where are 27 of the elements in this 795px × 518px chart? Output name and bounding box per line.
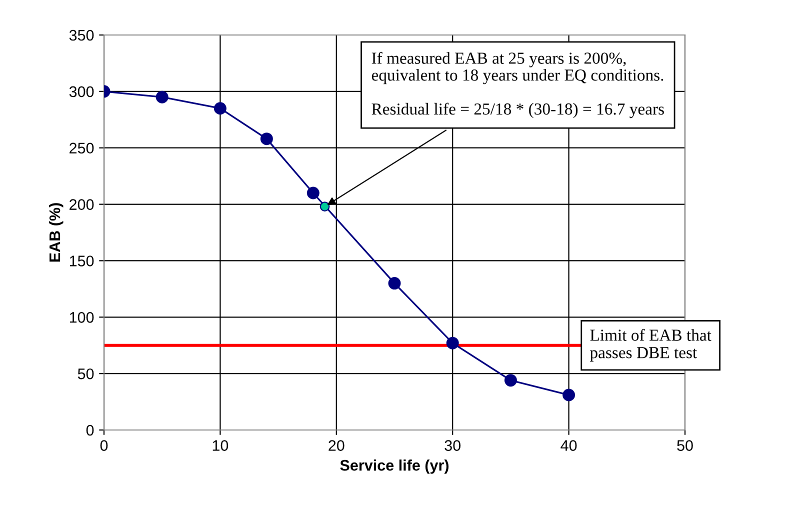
- ref-line-label: Limit of EAB that passes DBE test: [590, 328, 712, 362]
- point: [260, 132, 273, 146]
- x-tick-label: 10: [212, 440, 228, 451]
- point: [446, 336, 459, 350]
- x-tick-label: 0: [100, 440, 108, 451]
- point: [156, 90, 168, 104]
- y-tick-label: 100: [70, 312, 94, 323]
- x-tick-label: 20: [328, 440, 344, 451]
- annotation: If measured EAB at 25 years is 200%, equivalent to 18 years under EQ conditions. Residual life = 25/18 * (30-18) = 16.7 years: [372, 52, 664, 118]
- y-tick-label: 0: [86, 424, 94, 436]
- y-tick-label: 50: [78, 368, 94, 380]
- point: [306, 186, 320, 200]
- y-tick-label: 150: [70, 256, 94, 266]
- point: [562, 388, 576, 402]
- y-axis-title: EAB (%): [48, 203, 64, 262]
- point: [320, 202, 330, 212]
- x-tick-label: 40: [560, 440, 577, 451]
- x-axis-title: Service life (yr): [340, 460, 449, 474]
- point: [504, 374, 517, 387]
- x-tick-label: 50: [677, 440, 693, 451]
- y-tick-label: 250: [70, 142, 94, 154]
- y-tick-label: 300: [69, 86, 94, 98]
- x-tick-label: 30: [444, 440, 460, 451]
- y-tick-label: 350: [69, 30, 94, 41]
- point: [388, 277, 401, 290]
- point: [214, 102, 226, 115]
- y-tick-label: 200: [70, 199, 94, 210]
